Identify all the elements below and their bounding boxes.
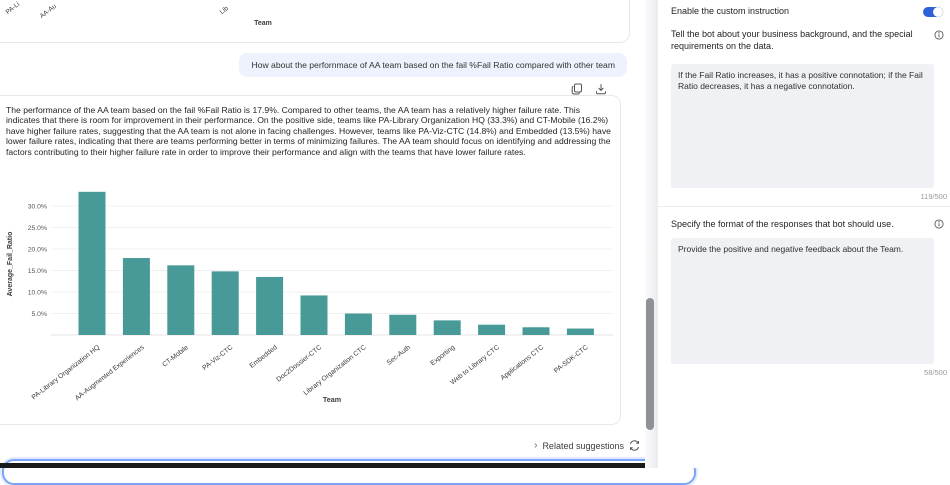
x-tick-label: Embedded — [249, 344, 279, 370]
bar-0 — [78, 191, 106, 335]
chat-scrollbar-thumb[interactable] — [646, 298, 654, 430]
download-icon — [595, 83, 606, 94]
previous-chart-tick-label: PA-Li — [4, 0, 22, 16]
x-tick-label: Applications CTC — [500, 344, 546, 382]
refresh-icon[interactable] — [629, 440, 640, 451]
x-tick-label: CT-Mobile — [161, 344, 190, 369]
custom-instruction-toggle[interactable] — [923, 7, 943, 17]
bot-response-card: The performance of the AA team based on … — [0, 95, 621, 425]
toggle-knob — [933, 7, 943, 17]
related-suggestions-row: › Related suggestions — [0, 440, 640, 451]
info-icon[interactable] — [934, 219, 944, 229]
y-axis-title: Average_Fail_Ratio — [7, 232, 14, 297]
x-tick-label: PA-Library Organization HQ — [31, 344, 102, 401]
x-tick-label: Exporting — [429, 344, 456, 367]
previous-chart-x-axis-title: Team — [254, 20, 272, 27]
previous-chart-tick-label: Lib — [218, 5, 230, 16]
y-tick-label: 25.0% — [28, 225, 47, 232]
bar-11 — [566, 328, 594, 335]
bar-1 — [122, 258, 150, 335]
x-tick-label: PA-SDK-CTC — [553, 344, 590, 375]
previous-response-card: PA-Li AA-Au Lib Team — [0, 0, 630, 43]
window-bottom-edge — [0, 463, 933, 468]
business-background-textarea[interactable] — [671, 64, 934, 188]
user-message-bubble: How about the perfornmace of AA team bas… — [239, 53, 627, 77]
info-icon[interactable] — [934, 30, 944, 40]
copy-icon — [571, 83, 582, 94]
bar-2 — [167, 265, 195, 335]
bar-9 — [478, 324, 506, 335]
user-message-text: How about the perfornmace of AA team bas… — [251, 60, 615, 70]
x-tick-label: PA-Viz-CTC — [201, 344, 234, 372]
y-tick-label: 5.0% — [32, 311, 48, 318]
y-tick-label: 30.0% — [28, 203, 47, 210]
bar-5 — [300, 295, 328, 335]
x-tick-label: Doc2Dossier-CTC — [275, 344, 323, 384]
y-tick-label: 10.0% — [28, 289, 47, 296]
custom-instruction-panel: Enable the custom instruction Tell the b… — [658, 0, 950, 468]
panel-divider — [658, 206, 950, 207]
y-tick-label: 15.0% — [28, 268, 47, 275]
enable-custom-instruction-label: Enable the custom instruction — [671, 6, 790, 16]
bar-chart-svg: 5.0% 10.0% 15.0% 20.0% 25.0% 30.0% PA-Library … — [7, 191, 613, 404]
chevron-right-icon[interactable]: › — [534, 440, 538, 451]
business-background-label: Tell the bot about your business backgro… — [671, 29, 913, 51]
response-format-textarea[interactable] — [671, 238, 934, 364]
bar-3 — [211, 271, 239, 335]
y-tick-label: 20.0% — [28, 246, 47, 253]
x-tick-label: Sec-Auth — [386, 344, 413, 367]
format-char-counter: 58/500 — [924, 368, 947, 377]
message-actions — [570, 82, 607, 95]
download-button[interactable] — [594, 82, 607, 95]
bar-6 — [344, 313, 372, 335]
previous-chart-tick-label: AA-Au — [38, 2, 58, 20]
bar-4 — [256, 276, 284, 335]
x-axis-title: Team — [323, 395, 341, 404]
x-tick-label: Web to Library CTC — [449, 344, 501, 386]
fail-ratio-bar-chart: 5.0% 10.0% 15.0% 20.0% 25.0% 30.0% PA-Library … — [1, 180, 621, 425]
bar-10 — [522, 327, 550, 335]
related-suggestions-link[interactable]: Related suggestions — [542, 440, 624, 451]
copy-button[interactable] — [570, 82, 583, 95]
bot-response-text: The performance of the AA team based on … — [6, 105, 611, 157]
background-char-counter: 119/500 — [920, 192, 947, 201]
bar-8 — [433, 320, 461, 335]
response-format-label: Specify the format of the responses that… — [671, 219, 894, 229]
bar-7 — [389, 314, 417, 335]
